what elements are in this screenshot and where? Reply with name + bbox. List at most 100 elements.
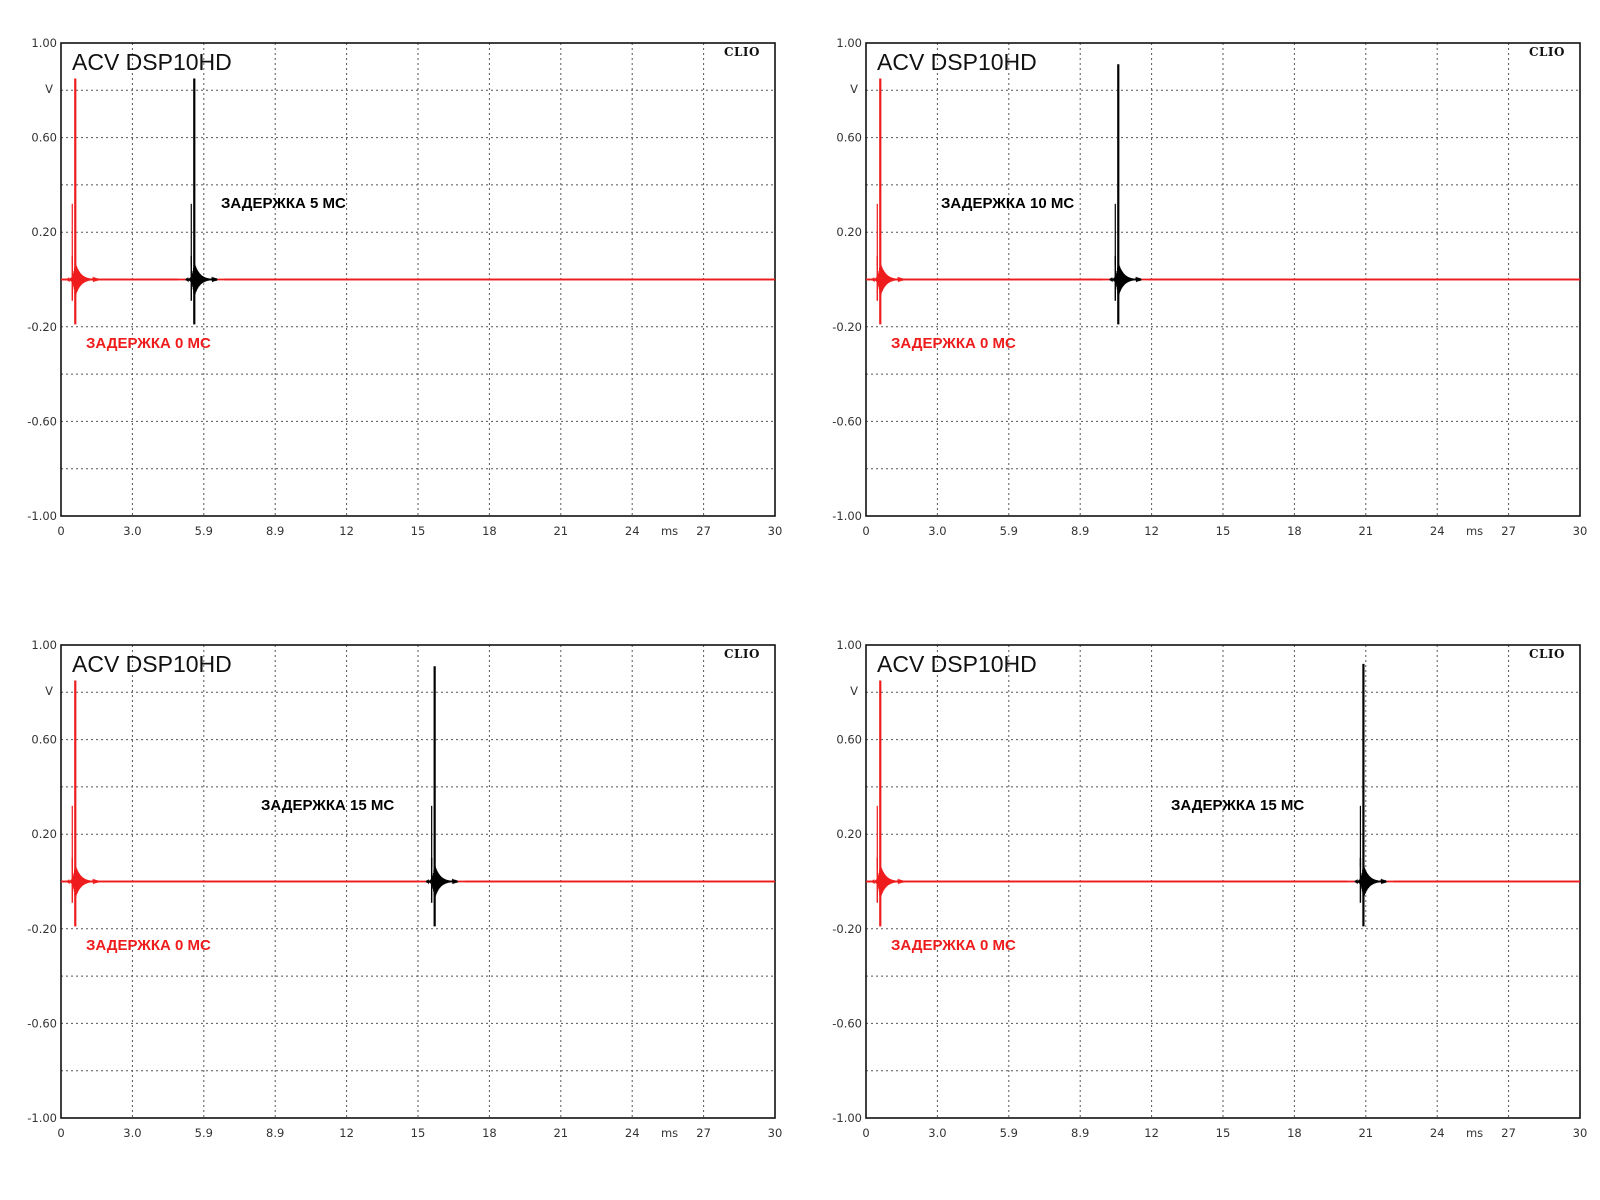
chart-title: ACV DSP10HD — [877, 49, 1037, 75]
x-tick-label: 15 — [411, 1126, 426, 1140]
annotation-delayed: ЗАДЕРЖКА 5 МС — [221, 195, 346, 212]
y-tick-label: 0.60 — [31, 733, 57, 747]
series-zero-impulse — [871, 78, 904, 325]
series-delayed-impulse — [425, 666, 459, 927]
x-tick-label: 0 — [57, 1126, 64, 1140]
y-tick-label: -0.60 — [27, 414, 57, 428]
chart-title: ACV DSP10HD — [877, 651, 1037, 677]
y-axis-unit: V — [850, 82, 858, 96]
x-tick-label: 21 — [553, 524, 568, 538]
chart-title: ACV DSP10HD — [72, 49, 232, 75]
y-axis-unit: V — [45, 82, 53, 96]
x-tick-label: 12 — [339, 1126, 354, 1140]
y-tick-label: 0.20 — [31, 225, 57, 239]
x-tick-label: 18 — [1287, 524, 1302, 538]
x-tick-label: 30 — [768, 1126, 783, 1140]
series-zero-impulse — [66, 78, 99, 325]
y-axis-unit: V — [850, 684, 858, 698]
x-tick-label: 27 — [696, 1126, 711, 1140]
x-tick-label: 18 — [482, 524, 497, 538]
x-tick-label: 30 — [768, 524, 783, 538]
y-tick-label: 1.00 — [836, 638, 862, 652]
x-tick-label: 3.0 — [928, 1126, 946, 1140]
x-axis-unit: ms — [661, 524, 678, 538]
x-tick-label: 3.0 — [123, 1126, 141, 1140]
clio-logo: CLIO — [724, 647, 760, 661]
x-tick-label: 0 — [57, 524, 64, 538]
x-tick-label: 3.0 — [928, 524, 946, 538]
x-tick-label: 18 — [1287, 1126, 1302, 1140]
x-tick-label: 21 — [553, 1126, 568, 1140]
y-tick-label: 0.20 — [836, 225, 862, 239]
x-tick-label: 30 — [1573, 524, 1588, 538]
x-tick-label: 12 — [1144, 1126, 1159, 1140]
x-tick-label: 18 — [482, 1126, 497, 1140]
chart-title: ACV DSP10HD — [72, 651, 232, 677]
y-tick-label: -1.00 — [27, 1111, 57, 1125]
y-tick-label: 0.20 — [31, 827, 57, 841]
x-tick-label: 21 — [1358, 1126, 1373, 1140]
x-tick-label: 15 — [411, 524, 426, 538]
y-tick-label: 1.00 — [31, 36, 57, 50]
x-tick-label: 24 — [1430, 524, 1445, 538]
y-tick-label: 0.60 — [31, 131, 57, 145]
y-tick-label: -0.60 — [832, 414, 862, 428]
series-zero-impulse — [871, 680, 904, 927]
series-delayed-impulse — [185, 78, 218, 325]
x-tick-label: 21 — [1358, 524, 1373, 538]
x-tick-label: 30 — [1573, 1126, 1588, 1140]
y-tick-label: -0.20 — [27, 922, 57, 936]
x-tick-label: 24 — [625, 524, 640, 538]
x-tick-label: 12 — [339, 524, 354, 538]
x-axis-unit: ms — [1466, 524, 1483, 538]
x-tick-label: 27 — [1501, 524, 1516, 538]
clio-logo: CLIO — [1529, 647, 1565, 661]
x-tick-label: 27 — [696, 524, 711, 538]
series-delayed-impulse — [1354, 663, 1387, 927]
y-tick-label: -1.00 — [832, 1111, 862, 1125]
x-tick-label: 15 — [1216, 524, 1231, 538]
x-tick-label: 24 — [1430, 1126, 1445, 1140]
x-tick-label: 5.9 — [195, 1126, 213, 1140]
y-tick-label: 1.00 — [31, 638, 57, 652]
annotation-delayed: ЗАДЕРЖКА 15 МС — [1171, 797, 1304, 814]
annotation-delayed: ЗАДЕРЖКА 15 МС — [261, 797, 394, 814]
y-tick-label: -0.20 — [832, 922, 862, 936]
x-tick-label: 8.9 — [266, 1126, 284, 1140]
chart-panel-2: 0 3.0 5.9 8.9 12 15 18 21 24 27 30 ms 1.00 0.60 0.20 -0… — [832, 36, 1587, 538]
x-tick-label: 8.9 — [1071, 1126, 1089, 1140]
x-tick-label: 5.9 — [1000, 1126, 1018, 1140]
y-axis-unit: V — [45, 684, 53, 698]
y-tick-label: -1.00 — [832, 509, 862, 523]
annotation-zero-delay: ЗАДЕРЖКА 0 МС — [86, 335, 211, 352]
y-tick-label: 1.00 — [836, 36, 862, 50]
annotation-zero-delay: ЗАДЕРЖКА 0 МС — [86, 937, 211, 954]
x-tick-label: 15 — [1216, 1126, 1231, 1140]
y-tick-label: -0.60 — [832, 1016, 862, 1030]
x-tick-label: 8.9 — [266, 524, 284, 538]
chart-panel-4: 0 3.0 5.9 8.9 12 15 18 21 24 27 30 ms 1.00 0.60 0.20 -0… — [832, 638, 1587, 1140]
x-tick-label: 12 — [1144, 524, 1159, 538]
clio-logo: CLIO — [724, 45, 760, 59]
x-tick-label: 0 — [862, 1126, 869, 1140]
x-tick-label: 24 — [625, 1126, 640, 1140]
x-tick-label: 8.9 — [1071, 524, 1089, 538]
annotation-zero-delay: ЗАДЕРЖКА 0 МС — [891, 937, 1016, 954]
y-tick-label: 0.60 — [836, 131, 862, 145]
annotation-zero-delay: ЗАДЕРЖКА 0 МС — [891, 335, 1016, 352]
chart-panel-3: 0 3.0 5.9 8.9 12 15 18 21 24 27 30 ms 1.00 0.60 0.20 -0… — [27, 638, 782, 1140]
clio-logo: CLIO — [1529, 45, 1565, 59]
series-delayed-impulse — [1109, 64, 1142, 325]
y-tick-label: -1.00 — [27, 509, 57, 523]
chart-panel-1: 0 3.0 5.9 8.9 12 15 18 21 24 27 30 ms 1.00 0.60 0.20 -0… — [27, 36, 782, 538]
x-tick-label: 3.0 — [123, 524, 141, 538]
y-tick-label: -0.20 — [27, 320, 57, 334]
annotation-delayed: ЗАДЕРЖКА 10 МС — [941, 195, 1074, 212]
x-axis-unit: ms — [661, 1126, 678, 1140]
y-tick-label: -0.60 — [27, 1016, 57, 1030]
y-tick-label: -0.20 — [832, 320, 862, 334]
y-tick-label: 0.60 — [836, 733, 862, 747]
x-tick-label: 5.9 — [195, 524, 213, 538]
x-tick-label: 5.9 — [1000, 524, 1018, 538]
